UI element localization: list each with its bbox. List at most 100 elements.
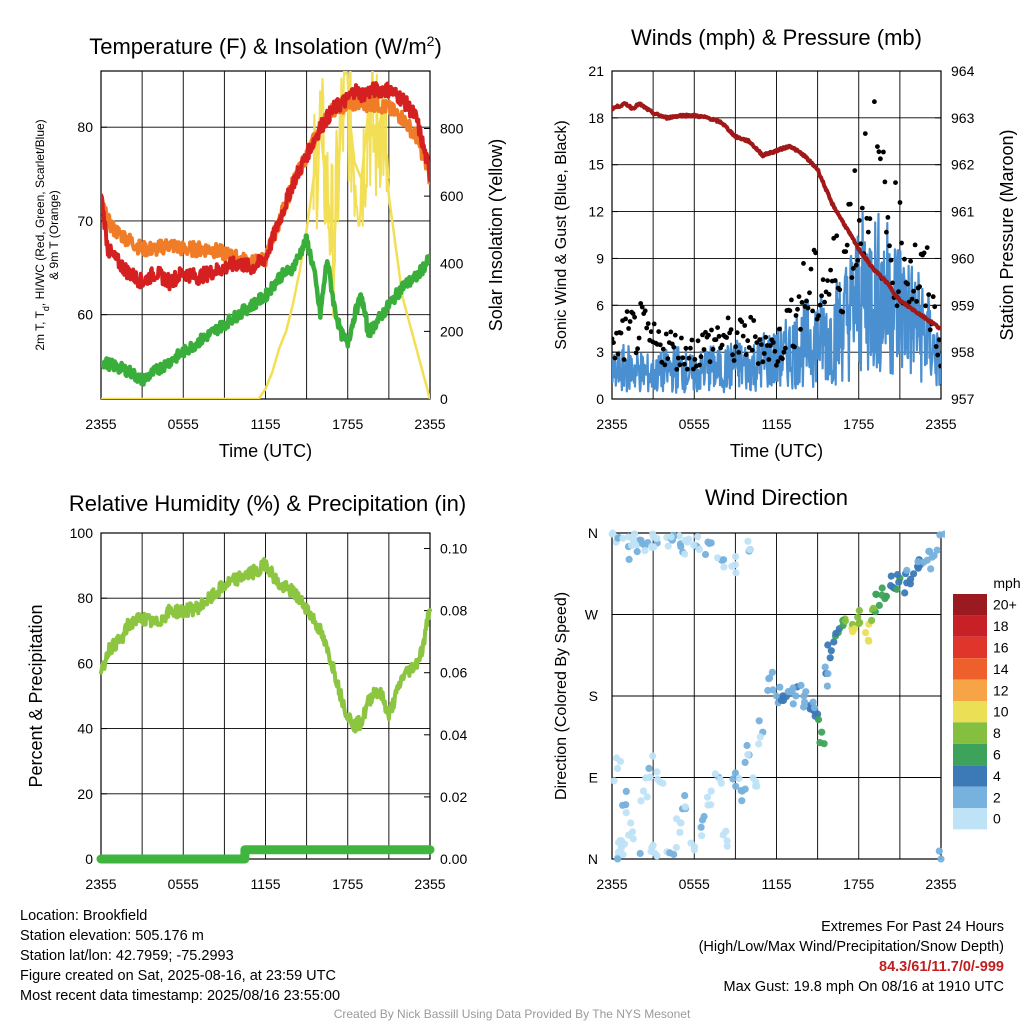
wind-title: Winds (mph) & Pressure (mb) xyxy=(631,25,922,50)
direction-point xyxy=(822,664,829,671)
extremes-subtitle: (High/Low/Max Wind/Precipitation/Snow De… xyxy=(699,937,1004,957)
gust-point xyxy=(745,338,750,343)
gust-point xyxy=(637,336,642,341)
direction-point xyxy=(720,556,727,563)
gust-point xyxy=(640,305,645,310)
gust-point xyxy=(696,338,701,343)
gust-point xyxy=(646,321,651,326)
gust-point xyxy=(881,150,886,155)
colorbar-swatch xyxy=(953,808,987,829)
gust-point xyxy=(932,304,937,309)
meteogram-figure: 2355 0555 1155 1755 23556070800200400600800T… xyxy=(0,0,1024,1024)
colorbar-label: 10 xyxy=(993,704,1009,720)
direction-point xyxy=(698,832,705,839)
gust-point xyxy=(706,333,711,338)
gust-point xyxy=(759,342,764,347)
gust-point xyxy=(848,202,853,207)
gust-point xyxy=(813,250,818,255)
gust-point xyxy=(751,318,756,323)
dir-x-tick-label: 0555 xyxy=(679,876,710,892)
direction-point xyxy=(907,580,914,587)
colorbar-swatch xyxy=(953,594,987,615)
max-gust: Max Gust: 19.8 mph On 08/16 at 1910 UTC xyxy=(699,977,1004,997)
gust-point xyxy=(797,294,802,299)
gust-point xyxy=(760,359,765,364)
direction-point xyxy=(742,759,749,766)
direction-point xyxy=(937,855,944,862)
direction-point xyxy=(653,768,660,775)
gust-point xyxy=(910,297,915,302)
gust-point xyxy=(843,249,848,254)
direction-point xyxy=(646,774,653,781)
direction-point xyxy=(883,593,890,600)
gust-point xyxy=(816,313,821,318)
gust-point xyxy=(625,309,630,314)
gust-point xyxy=(819,293,824,298)
gust-point xyxy=(857,218,862,223)
direction-point xyxy=(650,544,657,551)
gust-point xyxy=(852,168,857,173)
gust-point xyxy=(863,131,868,136)
direction-point xyxy=(682,803,689,810)
direction-point xyxy=(797,682,804,689)
gust-point xyxy=(766,357,771,362)
temp-x-tick-label: 2355 xyxy=(414,416,445,432)
gust-point xyxy=(762,351,767,356)
direction-point xyxy=(742,786,749,793)
direction-point xyxy=(681,551,688,558)
gust-point xyxy=(690,338,695,343)
direction-point xyxy=(728,563,735,570)
gust-point xyxy=(884,230,889,235)
direction-point xyxy=(927,565,934,572)
wind-x-axis-label: Time (UTC) xyxy=(730,441,823,461)
direction-point xyxy=(627,819,634,826)
gust-point xyxy=(855,258,860,263)
gust-point xyxy=(926,292,931,297)
direction-point xyxy=(630,537,637,544)
gust-point xyxy=(687,356,692,361)
dir-y-tick-label: S xyxy=(589,688,598,704)
gust-point xyxy=(613,356,618,361)
colorbar-swatch xyxy=(953,701,987,722)
direction-point xyxy=(868,617,875,624)
wind-y-axis-label: Sonic Wind & Gust (Blue, Black) xyxy=(553,120,570,349)
direction-point xyxy=(870,605,877,612)
colorbar-label: 0 xyxy=(993,811,1001,827)
direction-point xyxy=(694,533,701,540)
direction-point xyxy=(815,716,822,723)
gust-point xyxy=(902,257,907,262)
gust-point xyxy=(834,233,839,238)
gust-point xyxy=(776,359,781,364)
wind-y-tick-label: 9 xyxy=(596,250,604,266)
gust-point xyxy=(777,327,782,332)
gust-point xyxy=(878,156,883,161)
direction-point xyxy=(702,551,709,558)
rh-y-tick-label: 100 xyxy=(70,525,94,541)
wind-y2-tick-label: 963 xyxy=(951,110,975,126)
direction-point xyxy=(641,547,648,554)
direction-point xyxy=(736,775,743,782)
gust-point xyxy=(928,327,933,332)
direction-point xyxy=(621,841,628,848)
colorbar-swatch xyxy=(953,722,987,743)
gust-point xyxy=(711,347,716,352)
direction-point xyxy=(611,777,618,784)
gust-point xyxy=(693,357,698,362)
direction-point xyxy=(887,582,894,589)
gust-point xyxy=(837,287,842,292)
direction-point xyxy=(665,543,672,550)
direction-point xyxy=(704,802,711,809)
gust-point xyxy=(753,334,758,339)
gust-point xyxy=(671,345,676,350)
credit-line: Created By Nick Bassill Using Data Provi… xyxy=(0,1007,1024,1021)
gust-point xyxy=(854,263,859,268)
direction-point xyxy=(903,567,910,574)
direction-point xyxy=(626,556,633,563)
wind-x-tick-label: 1155 xyxy=(761,416,791,432)
direction-point xyxy=(698,824,705,831)
wind-x-tick-label: 2355 xyxy=(596,416,627,432)
dir-title: Wind Direction xyxy=(705,485,848,510)
gust-point xyxy=(789,298,794,303)
gust-point xyxy=(697,363,702,368)
gust-point xyxy=(898,200,903,205)
